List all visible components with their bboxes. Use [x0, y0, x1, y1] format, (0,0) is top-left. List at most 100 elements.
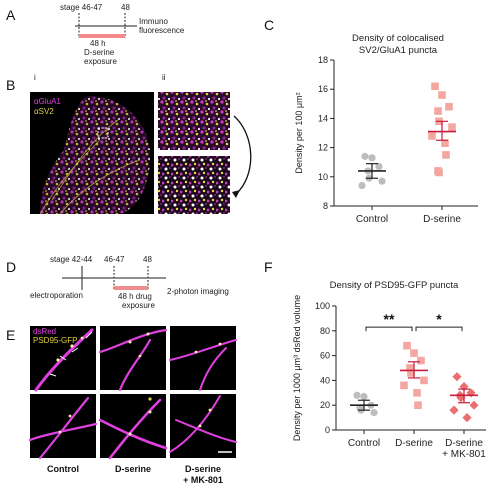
x-category-label: D-serine + MK-801 — [442, 438, 486, 460]
d-stage-a: stage 42-44 — [50, 255, 93, 264]
a-readout-1: Immuno — [139, 17, 168, 26]
y-tick-label: 8 — [323, 201, 328, 211]
y-tick-label: 60 — [320, 351, 330, 361]
e-col-dserine: D-serine — [115, 464, 151, 474]
a-readout-2: fluorescence — [139, 26, 185, 35]
b-tissue-region — [40, 96, 151, 214]
panel-f: F Density of PSD95-GFP puncta 0 20 40 60 80 1… — [264, 259, 486, 460]
panel-b: B i ii αGluA1 αSV2 — [6, 73, 252, 215]
panel-d: D stage 42-44 46-47 48 2-photon imaging … — [6, 255, 229, 310]
y-tick-label: 12 — [318, 143, 328, 153]
b-label-glua1: αGluA1 — [34, 97, 61, 106]
data-point — [410, 349, 418, 357]
y-axis-label: Density per 1000 μm³ dsRed volume — [292, 295, 302, 441]
data-point — [445, 102, 453, 111]
data-point — [469, 400, 479, 410]
d-left-event: electroporation — [30, 291, 83, 300]
data-point — [414, 401, 422, 409]
b-zoom-box — [97, 127, 109, 139]
panel-letter-e: E — [6, 327, 15, 343]
e-label-dsred: dsRed — [33, 327, 56, 336]
y-tick-label: 40 — [320, 375, 330, 385]
data-point — [360, 392, 368, 401]
data-point — [420, 376, 428, 385]
data-point — [407, 369, 415, 377]
significance-label: ** — [384, 311, 395, 327]
y-tick-label: 10 — [318, 172, 328, 182]
b-label-sv2: αSV2 — [34, 107, 54, 116]
data-point — [434, 107, 442, 115]
data-point — [361, 152, 369, 160]
d-stage-b: 46-47 — [104, 255, 125, 264]
b-arrow — [233, 115, 252, 195]
y-tick-label: 18 — [318, 55, 328, 65]
data-point — [448, 123, 456, 131]
panel-a: A stage 46-47 48 Immuno fluorescence 48 … — [6, 3, 185, 66]
data-point — [370, 409, 378, 417]
significance-bracket — [415, 326, 463, 332]
data-point — [406, 364, 414, 372]
data-point — [375, 162, 383, 171]
a-stage-b: 48 — [121, 3, 130, 12]
a-interval: 48 h — [90, 39, 106, 48]
d-readout: 2-photon imaging — [167, 287, 229, 296]
e-puncta — [56, 332, 222, 436]
x-category-label: Control — [348, 438, 380, 449]
data-point — [431, 82, 439, 91]
data-point — [438, 91, 446, 99]
y-tick-label: 20 — [320, 400, 330, 410]
x-category-label: Control — [356, 214, 388, 225]
data-point — [452, 372, 462, 382]
data-point — [413, 389, 421, 397]
b-zoom-bottom — [158, 156, 230, 214]
y-tick-label: 80 — [320, 326, 330, 336]
data-point — [368, 154, 376, 162]
significance-bracket — [365, 326, 413, 332]
panel-letter-b: B — [6, 77, 15, 93]
panel-letter-f: F — [264, 259, 273, 275]
panel-c: C Density of colocalised SV2/GluA1 punct… — [264, 17, 478, 225]
a-exposure-bar — [79, 34, 125, 38]
y-tick-label: 0 — [325, 425, 330, 435]
chart-f: 0 20 40 60 80 100 Density per 1000 μm³ dsRed v… — [292, 295, 486, 460]
f-title: Density of PSD95-GFP puncta — [330, 280, 459, 291]
panel-letter-c: C — [264, 17, 274, 33]
e-label-psd95: PSD95-GFP — [33, 336, 77, 345]
data-point — [353, 391, 361, 399]
x-category-label: D-serine — [423, 214, 461, 225]
data-point — [435, 168, 443, 177]
panel-letter-a: A — [6, 7, 16, 23]
d-interval-1: 48 h drug — [118, 292, 152, 301]
a-treatment-1: D-serine — [84, 48, 115, 57]
e-tile-mk801-bottom — [170, 394, 236, 458]
y-tick-label: 100 — [315, 301, 330, 311]
x-category-label: D-serine — [395, 438, 433, 449]
y-axis-label: Density per 100 μm² — [294, 92, 304, 173]
data-point — [428, 132, 436, 140]
data-point — [417, 356, 425, 365]
panel-letter-d: D — [6, 259, 16, 275]
c-title-2: SV2/GluA1 puncta — [359, 45, 438, 56]
significance-label: * — [436, 311, 442, 327]
b-arrow-head — [232, 190, 240, 198]
y-tick-label: 16 — [318, 84, 328, 94]
e-col-control: Control — [47, 464, 79, 474]
a-treatment-2: exposure — [84, 57, 117, 66]
chart-c: 8 10 12 14 16 18 Density per 100 μm² Control D-s… — [294, 55, 478, 225]
e-tile-dserine-top — [100, 326, 166, 390]
b-sub-ii: ii — [162, 73, 166, 82]
a-stage-a: stage 46-47 — [60, 3, 103, 12]
c-title-1: Density of colocalised — [352, 33, 444, 44]
data-point — [462, 413, 472, 423]
e-col-mk801-1: D-serine — [185, 464, 221, 474]
d-stage-c: 48 — [143, 255, 152, 264]
panel-e: E dsRed PSD95- — [6, 326, 237, 485]
data-point — [358, 181, 366, 190]
e-dendrites — [28, 328, 237, 460]
data-point — [441, 139, 449, 148]
data-point — [449, 405, 459, 415]
data-point — [378, 177, 386, 185]
d-interval-2: exposure — [122, 301, 155, 310]
e-col-mk801-2: + MK-801 — [183, 475, 223, 485]
